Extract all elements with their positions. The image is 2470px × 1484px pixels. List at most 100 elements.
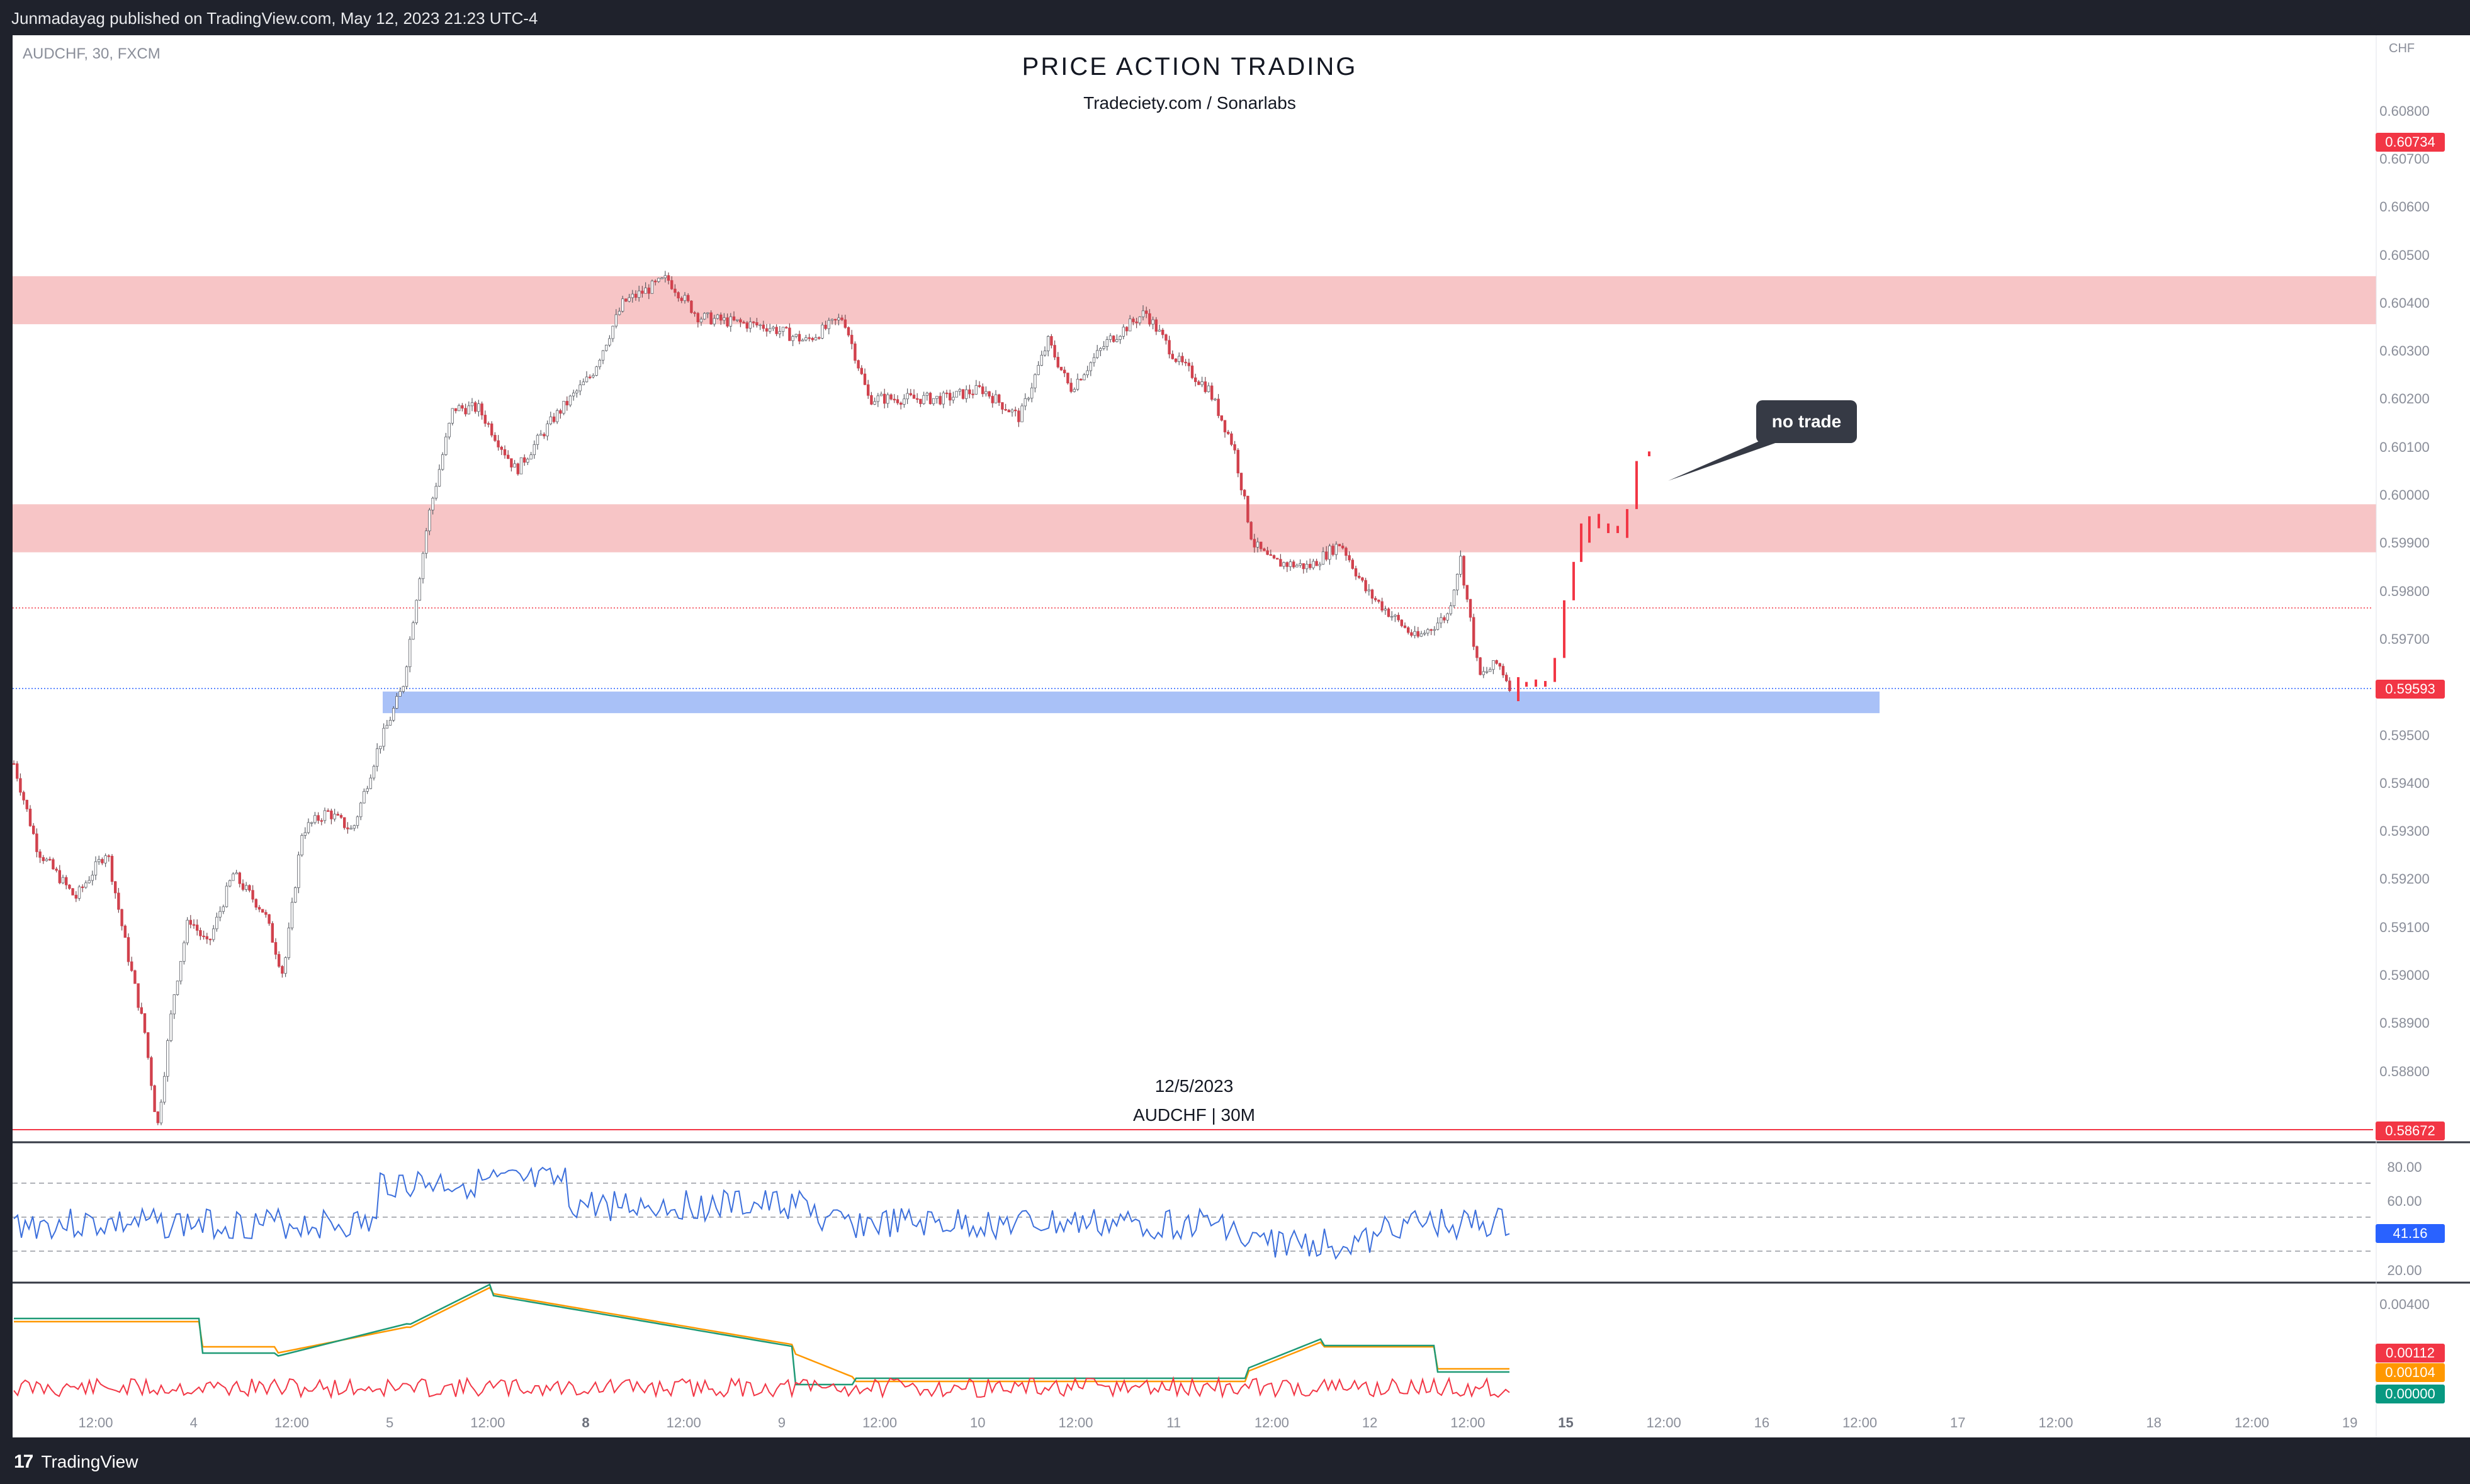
candle-body: [638, 290, 641, 298]
candle-body: [978, 385, 981, 387]
candle-body: [699, 318, 703, 323]
candle-body: [762, 324, 765, 329]
candle-body: [739, 319, 742, 323]
candle-body: [113, 881, 117, 894]
candle-body: [1345, 548, 1348, 556]
candle-body: [1348, 555, 1351, 561]
candle-body: [984, 391, 988, 395]
projected-candle: [1588, 516, 1591, 543]
candle-body: [1059, 366, 1063, 371]
chart-title: PRICE ACTION TRADING: [1022, 53, 1358, 81]
candle-body: [32, 825, 35, 835]
candle-body: [775, 327, 778, 334]
time-axis-label: 18: [2146, 1415, 2162, 1431]
candle-body: [343, 817, 346, 828]
candle-body: [798, 334, 801, 342]
projected-candle: [1525, 682, 1528, 687]
candle-body: [863, 373, 867, 385]
candle-body: [634, 293, 638, 298]
tradingview-logo[interactable]: 17 TradingView: [14, 1451, 138, 1473]
candle-body: [451, 408, 454, 424]
candle-body: [1056, 357, 1059, 368]
price-axis-label: 0.60500: [2379, 247, 2430, 263]
price-axis-label: 0.60300: [2379, 343, 2430, 359]
candle-series: [12, 271, 1800, 1125]
candle-body: [886, 394, 889, 404]
candle-body: [742, 322, 745, 323]
candle-body: [516, 463, 519, 475]
candle-body: [1089, 362, 1092, 371]
candle-body: [928, 393, 932, 404]
no-trade-callout[interactable]: no trade: [1756, 400, 1857, 443]
candle-body: [1501, 666, 1505, 675]
time-axis-label: 10: [970, 1415, 986, 1431]
candle-body: [140, 1007, 143, 1014]
time-axis-label: 17: [1950, 1415, 1966, 1431]
candle-body: [241, 883, 245, 890]
candle-body: [552, 416, 556, 422]
candle-body: [589, 376, 592, 378]
candle-body: [647, 288, 650, 294]
candle-body: [663, 275, 667, 278]
candle-body: [487, 423, 490, 425]
candle-body: [1227, 432, 1230, 434]
candle-body: [1390, 616, 1394, 618]
rsi-pane: [13, 1166, 2373, 1260]
candle-body: [1168, 340, 1171, 355]
rsi-line: [13, 1166, 1510, 1260]
candle-body: [257, 907, 261, 910]
macd-tag-green: 0.00000: [2376, 1385, 2445, 1403]
candle-body: [490, 423, 493, 436]
candle-body: [392, 708, 395, 721]
candle-body: [169, 1013, 172, 1041]
candle-body: [493, 435, 497, 441]
candle-body: [860, 368, 863, 374]
candle-body: [889, 394, 893, 400]
candle-body: [376, 748, 379, 767]
candle-body: [254, 899, 257, 908]
candle-body: [1256, 541, 1260, 548]
signal-line: [14, 1286, 1509, 1383]
symbol-legend[interactable]: AUDCHF, 30, FXCM: [23, 45, 161, 62]
price-axis-label: 0.60100: [2379, 439, 2430, 455]
candle-body: [244, 885, 248, 890]
candle-body: [287, 928, 290, 958]
candle-body: [225, 885, 228, 908]
time-axis-label: 8: [582, 1415, 590, 1431]
candle-body: [870, 395, 873, 405]
candle-body: [556, 410, 559, 422]
candle-body: [94, 861, 98, 875]
candle-body: [1260, 541, 1263, 549]
candle-body: [827, 320, 830, 329]
candle-body: [654, 281, 657, 283]
candle-body: [218, 911, 222, 918]
candle-body: [883, 393, 886, 404]
candle-body: [162, 1076, 166, 1103]
candle-body: [1135, 322, 1138, 323]
chart-frame[interactable]: [13, 35, 2470, 1437]
candle-body: [847, 327, 850, 335]
candle-body: [1027, 398, 1030, 400]
candle-body: [1037, 365, 1040, 375]
candle-body: [1233, 444, 1236, 451]
candle-body: [264, 912, 268, 915]
time-axis-label: 5: [385, 1415, 394, 1431]
candle-body: [55, 868, 58, 871]
candle-body: [84, 882, 87, 888]
candle-body: [1498, 663, 1501, 666]
candle-body: [1004, 408, 1007, 411]
time-axis-label: 12:00: [1842, 1415, 1878, 1431]
candle-body: [1282, 562, 1285, 567]
tv-mark-icon: 17: [14, 1451, 33, 1472]
time-axis-label: 19: [2342, 1415, 2358, 1431]
projected-candle: [1517, 677, 1520, 702]
candle-body: [1455, 573, 1459, 590]
publish-bar: Junmadayag published on TradingView.com,…: [0, 0, 2470, 35]
candle-body: [801, 339, 804, 342]
candle-body: [346, 827, 349, 829]
candle-body: [1334, 544, 1338, 555]
candle-body: [1269, 554, 1272, 556]
candle-body: [818, 337, 821, 339]
price-axis-label: 0.58800: [2379, 1063, 2430, 1079]
